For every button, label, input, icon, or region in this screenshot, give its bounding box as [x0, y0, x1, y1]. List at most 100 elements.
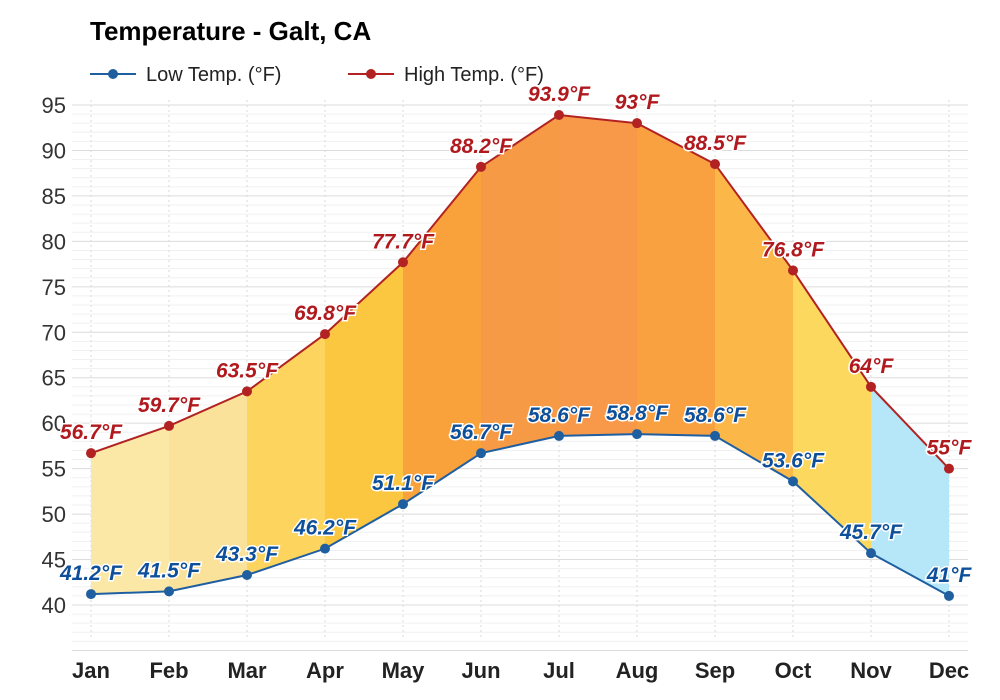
high-temp-point [632, 118, 642, 129]
y-tick-label: 60 [42, 411, 66, 436]
low-temp-label: 43.3°F [215, 543, 279, 566]
legend-item-low[interactable]: Low Temp. (°F) [90, 64, 281, 86]
low-temp-label: 56.7°F [450, 421, 513, 444]
temperature-band [715, 164, 793, 482]
low-temp-label: 41°F [926, 564, 973, 587]
y-tick-label: 85 [42, 184, 66, 209]
high-temp-label: 59.7°F [138, 394, 201, 417]
high-temp-label: 77.7°F [372, 230, 435, 253]
high-temp-label: 63.5°F [216, 359, 279, 382]
high-temp-point [398, 257, 408, 268]
legend: Low Temp. (°F) High Temp. (°F) [90, 64, 544, 86]
x-tick-label: Mar [227, 658, 267, 683]
x-tick-label: Jan [72, 658, 110, 683]
high-temp-point [944, 463, 954, 474]
series-lines [90, 113, 950, 597]
x-tick-label: Apr [306, 658, 344, 683]
high-temp-label: 76.8°F [762, 238, 825, 261]
high-temp-point [866, 381, 876, 392]
legend-high-label: High Temp. (°F) [404, 64, 544, 86]
x-tick-label: Aug [616, 658, 659, 683]
y-tick-label: 45 [42, 548, 66, 573]
y-tick-label: 75 [42, 275, 66, 300]
temperature-band [481, 115, 559, 454]
x-tick-label: Feb [149, 658, 188, 683]
low-temp-point [554, 430, 564, 441]
high-temp-label: 88.5°F [684, 132, 747, 155]
low-temp-point [242, 570, 252, 580]
high-temp-point [242, 386, 252, 397]
chart-title: Temperature - Galt, CA [90, 16, 371, 46]
legend-low-marker [108, 69, 118, 79]
low-temp-label: 53.6°F [762, 449, 825, 472]
y-tick-label: 50 [42, 502, 66, 527]
low-temp-point [398, 499, 408, 510]
legend-high-marker [366, 69, 376, 79]
low-temp-label: 58.6°F [684, 404, 747, 427]
y-tick-label: 40 [42, 593, 66, 618]
y-tick-label: 80 [42, 229, 66, 254]
x-tick-label: Sep [695, 658, 735, 683]
data-labels: 41.2°F 41.5°F 43.3°F 46.2°F 51.1°F 56.7°F 58.6… [57, 82, 974, 589]
series-points [86, 110, 954, 601]
temperature-band [247, 334, 325, 575]
low-temp-label: 45.7°F [839, 521, 903, 544]
low-temp-label: 41.2°F [59, 562, 123, 585]
low-temp-point [86, 589, 96, 600]
y-tick-label: 65 [42, 366, 66, 391]
legend-low-label: Low Temp. (°F) [146, 64, 281, 86]
temperature-band [793, 270, 871, 554]
high-temp-point [554, 110, 564, 120]
temperature-band [559, 115, 637, 436]
x-tick-label: Jun [461, 658, 500, 683]
temperature-band [169, 391, 247, 592]
high-temp-point [86, 448, 96, 459]
high-temp-label: 88.2°F [450, 135, 513, 158]
y-tick-label: 90 [42, 138, 66, 163]
x-tick-label: May [382, 658, 426, 683]
low-temp-point [944, 590, 954, 601]
high-temp-label: 64°F [849, 355, 895, 378]
high-temp-label: 93.9°F [528, 83, 591, 106]
x-tick-label: Dec [929, 658, 969, 683]
high-temp-point [788, 265, 798, 276]
low-temp-point [476, 448, 486, 459]
y-tick-label: 95 [42, 93, 66, 118]
low-temp-label: 51.1°F [372, 472, 435, 495]
legend-item-high[interactable]: High Temp. (°F) [348, 64, 544, 86]
area-bands [91, 115, 949, 596]
low-temp-label: 58.8°F [606, 402, 669, 425]
low-temp-line [90, 433, 950, 597]
low-temp-point [788, 476, 798, 487]
high-temp-label: 93°F [615, 91, 661, 114]
high-temp-label: 55°F [927, 437, 973, 460]
x-tick-label: Nov [850, 658, 892, 683]
low-temp-point [320, 543, 330, 554]
high-temp-point [476, 161, 486, 172]
temperature-band [871, 386, 949, 596]
high-temp-label: 69.8°F [294, 302, 357, 325]
high-temp-point [164, 420, 174, 431]
low-temp-point [164, 586, 174, 597]
high-temp-point [320, 329, 330, 340]
high-temp-label: 56.7°F [60, 421, 123, 444]
temperature-band [91, 425, 169, 595]
low-temp-point [710, 430, 720, 441]
low-temp-label: 46.2°F [293, 517, 357, 540]
low-temp-label: 58.6°F [528, 404, 591, 427]
temperature-band [637, 123, 715, 436]
x-tick-label: Jul [543, 658, 575, 683]
temperature-band [325, 262, 403, 549]
y-tick-label: 55 [42, 457, 66, 482]
low-temp-label: 41.5°F [137, 559, 201, 582]
y-tick-label: 70 [42, 320, 66, 345]
low-temp-point [866, 548, 876, 559]
y-axis-ticks: 40 45 50 55 60 65 70 75 80 85 90 95 [42, 93, 66, 618]
temperature-band [403, 166, 481, 505]
x-tick-label: Oct [775, 658, 812, 683]
low-temp-point [632, 429, 642, 440]
high-temp-line [90, 113, 950, 470]
high-temp-point [710, 159, 720, 170]
x-axis-ticks: Jan Feb Mar Apr May Jun Jul Aug Sep Oct Nov Dec [72, 658, 969, 683]
